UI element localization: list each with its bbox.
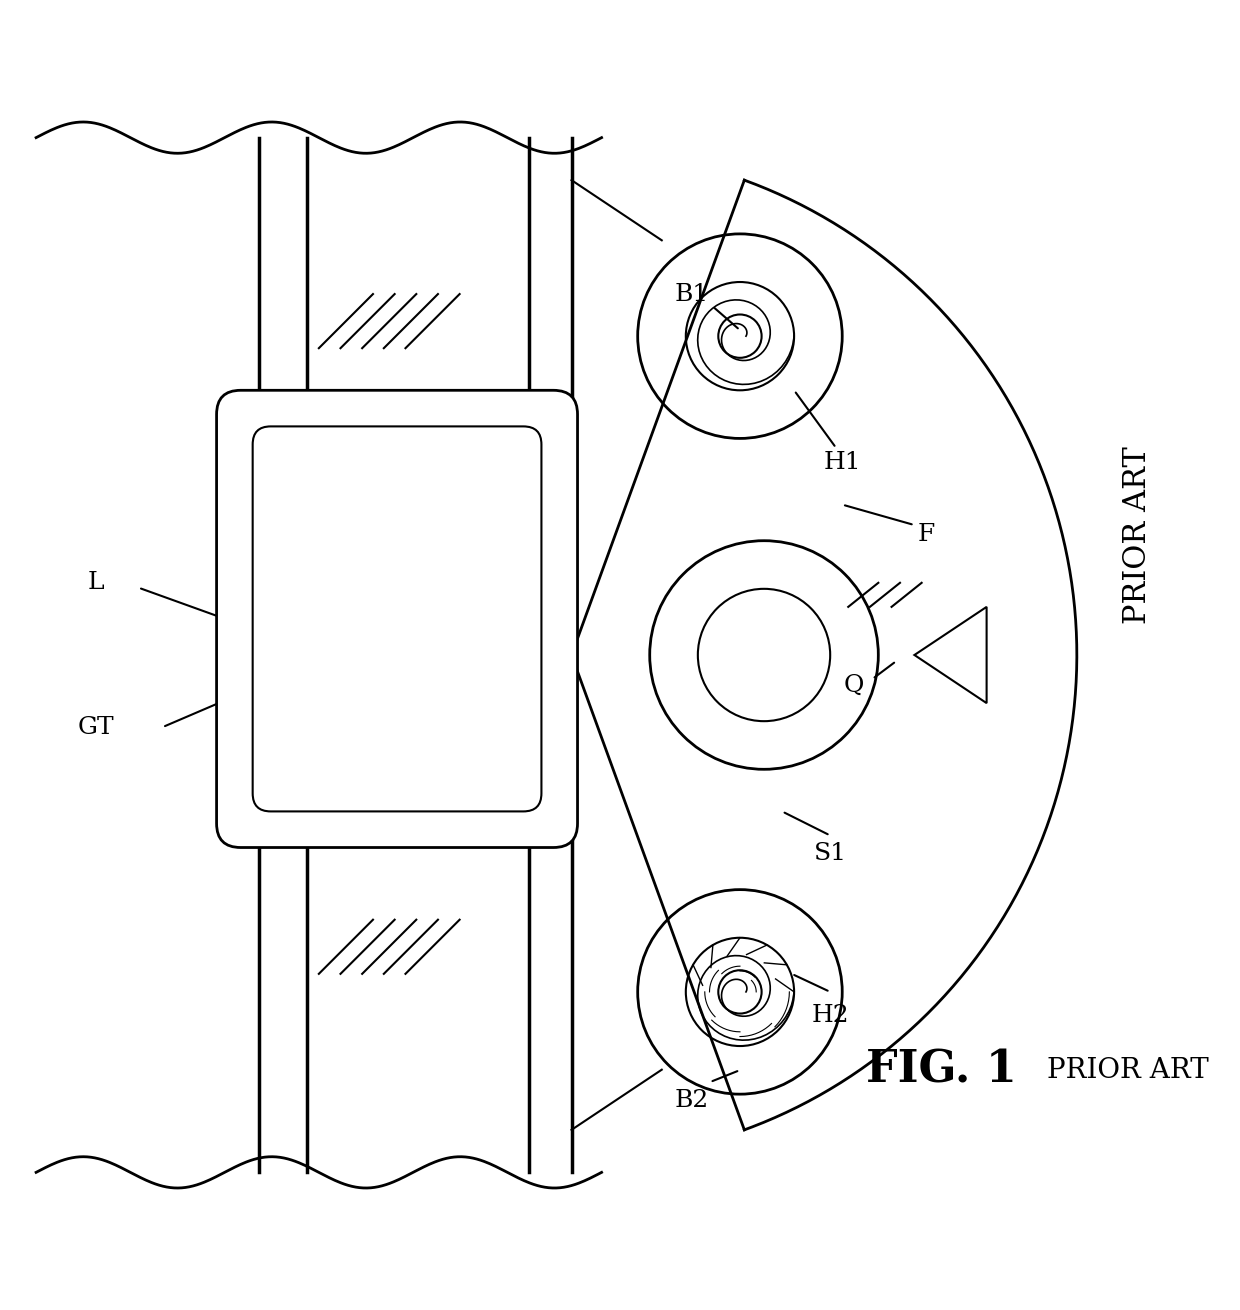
Text: B2: B2 bbox=[675, 1089, 709, 1112]
Text: FIG. 1: FIG. 1 bbox=[867, 1048, 1017, 1091]
FancyBboxPatch shape bbox=[253, 426, 542, 811]
Text: Q: Q bbox=[844, 673, 864, 697]
Text: PRIOR ART: PRIOR ART bbox=[1121, 445, 1152, 624]
Text: S1: S1 bbox=[813, 842, 847, 865]
FancyBboxPatch shape bbox=[217, 390, 578, 848]
Text: PRIOR ART: PRIOR ART bbox=[1047, 1057, 1209, 1083]
Text: H1: H1 bbox=[823, 451, 861, 474]
Text: B1: B1 bbox=[675, 283, 709, 305]
Text: L: L bbox=[88, 571, 104, 595]
Circle shape bbox=[368, 452, 425, 510]
Text: GT: GT bbox=[78, 715, 114, 739]
Text: F: F bbox=[918, 523, 935, 546]
Text: H2: H2 bbox=[811, 1005, 849, 1027]
Circle shape bbox=[368, 728, 425, 786]
